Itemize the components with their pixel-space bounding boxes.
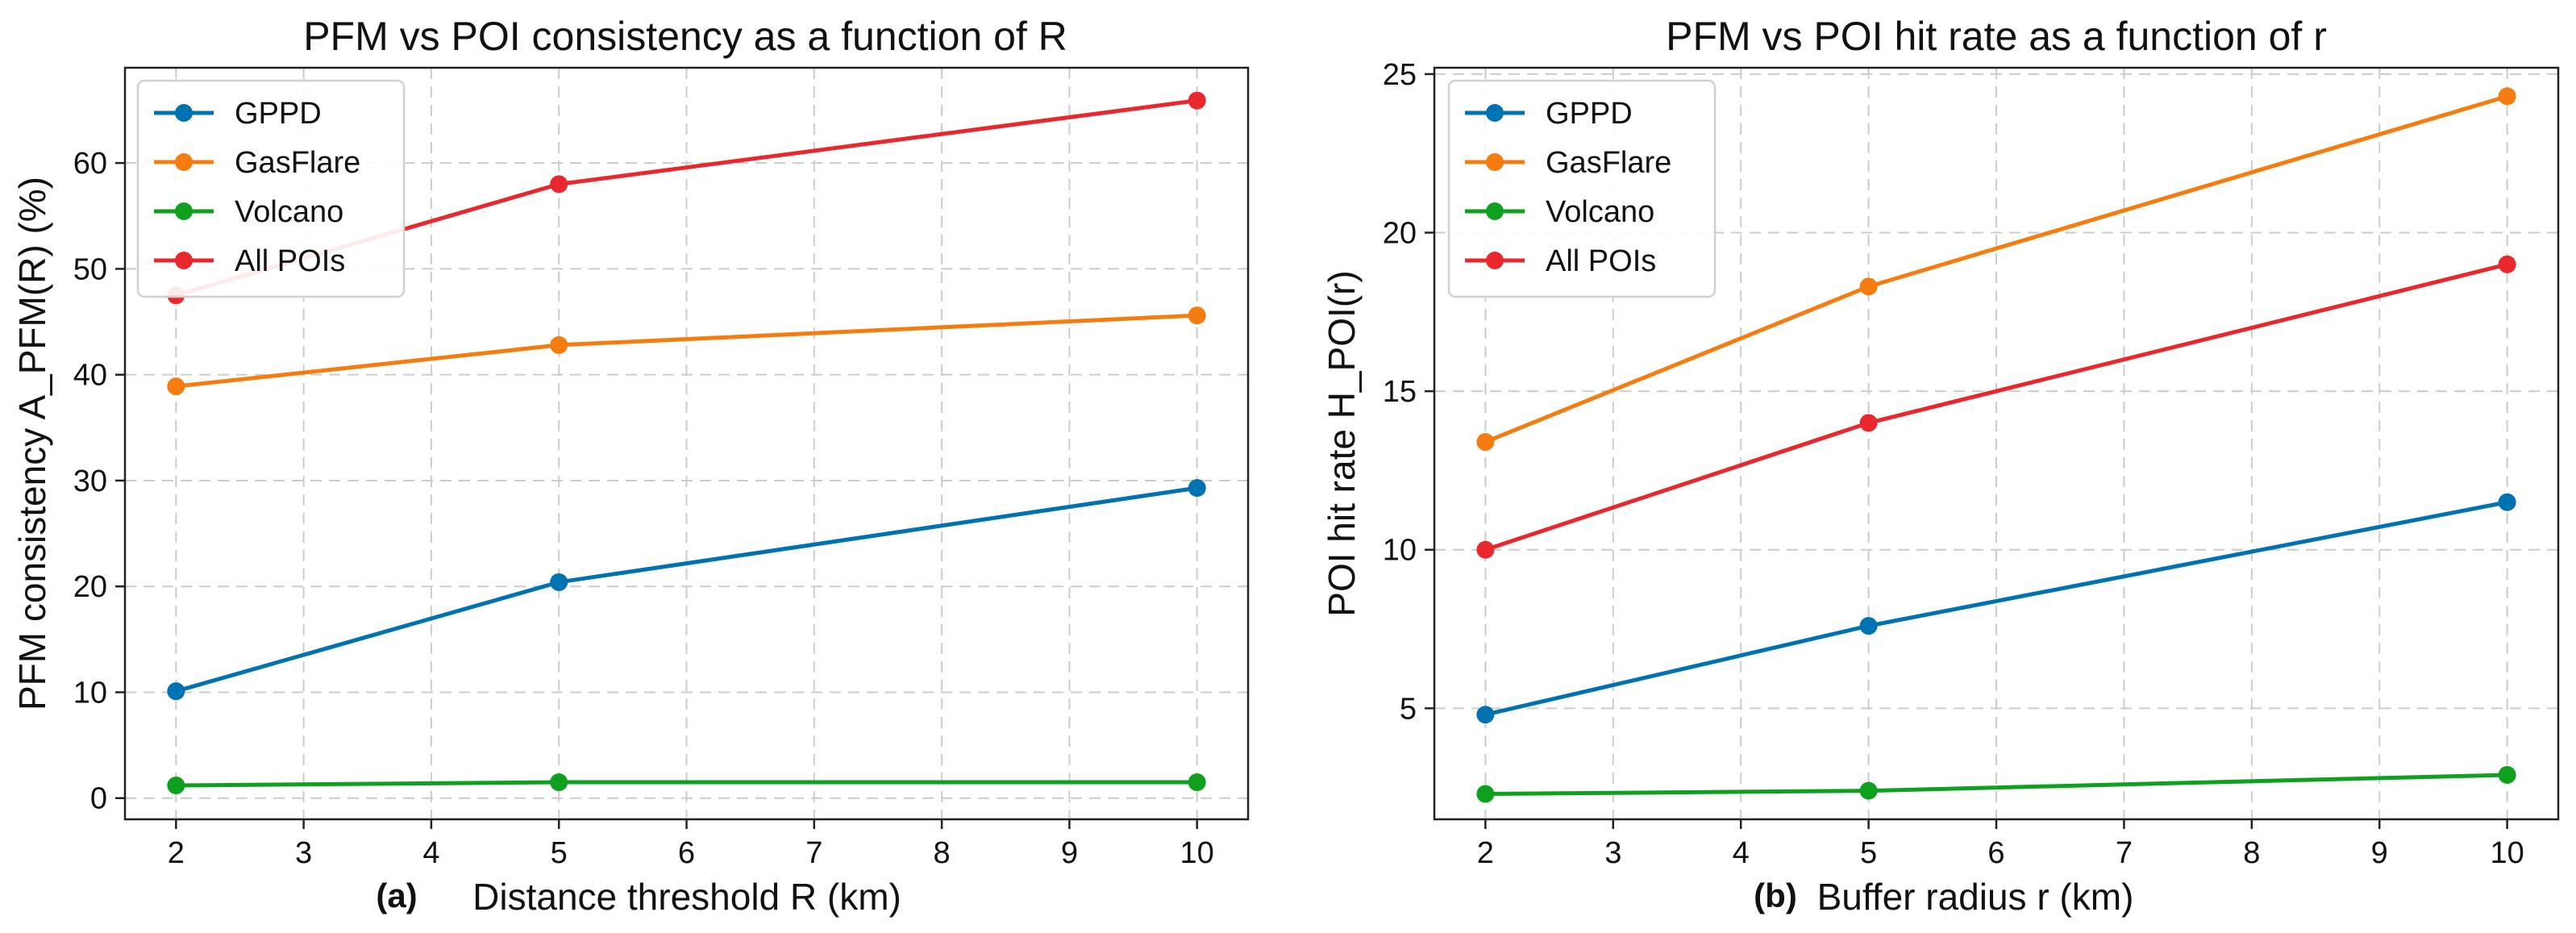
chart-a-grid	[125, 68, 1248, 819]
chart-b-x-tick-label: 8	[2243, 836, 2260, 870]
chart-a-y-tick-label: 0	[90, 782, 107, 816]
chart-b-point-gasflare	[2498, 87, 2516, 106]
chart-b-legend-marker-all-pois	[1486, 252, 1504, 269]
chart-a-line-volcano	[176, 780, 1197, 788]
chart-a-x-tick-label: 6	[678, 836, 695, 870]
chart-a-x-ticks: 2 3 4 5 6 7 8 9 10	[168, 819, 1214, 870]
chart-b-ylabel: POI hit rate H_POI(r)	[1321, 270, 1363, 616]
chart-b-point-all-pois	[1476, 540, 1495, 559]
chart-b-title: PFM vs POI hit rate as a function of r	[1666, 14, 2327, 59]
chart-b-x-tick-label: 9	[2371, 836, 2388, 870]
chart-b-y-tick-label: 25	[1383, 58, 1417, 92]
chart-a-y-tick-label: 50	[73, 252, 107, 286]
chart-a-point-gasflare	[1188, 306, 1206, 325]
chart-a-point-gasflare	[550, 335, 568, 354]
chart-b-x-tick-label: 6	[1987, 836, 2004, 870]
chart-b-y-tick-label: 10	[1383, 534, 1417, 568]
chart-a-legend-marker-gasflare	[175, 153, 193, 171]
chart-a-point-volcano	[1188, 773, 1206, 792]
chart-b-xlabel: Buffer radius r (km)	[1817, 876, 2134, 918]
chart-b-x-tick-label: 2	[1477, 836, 1494, 870]
chart-b-legend-label-gppd: GPPD	[1546, 97, 1633, 131]
chart-b-grid	[1434, 68, 2558, 819]
chart-a-point-gasflare	[167, 377, 185, 396]
chart-b-x-ticks: 2 3 4 5 6 7 8 9 10	[1477, 819, 2524, 870]
chart-a-point-gppd	[167, 682, 185, 701]
chart-b-legend-box	[1447, 79, 1717, 298]
chart-a-x-tick-label: 9	[1061, 836, 1078, 870]
chart-b-point-all-pois	[1859, 414, 1878, 432]
chart-a-x-tick-label: 7	[805, 836, 822, 870]
chart-a-legend-label-gppd: GPPD	[235, 97, 322, 131]
chart-a-x-tick-label: 4	[422, 836, 439, 870]
chart-b-point-gppd	[1859, 617, 1878, 635]
chart-panel-a: PFM vs POI consistency as a function of …	[11, 14, 1250, 918]
chart-b-point-gasflare	[1859, 277, 1878, 296]
chart-a-y-ticks: 0 10 20 30 40 50 60	[73, 147, 125, 816]
chart-b-panel-label: (b)	[1754, 877, 1797, 914]
chart-a-x-tick-label: 3	[295, 836, 312, 870]
chart-b-legend-marker-gppd	[1486, 104, 1504, 122]
chart-b-legend: GPPD GasFlare Volcano All POIs	[1447, 79, 1717, 298]
chart-b-point-gasflare	[1476, 433, 1495, 452]
chart-b-y-tick-label: 5	[1400, 692, 1417, 726]
chart-b-point-volcano	[1476, 785, 1495, 803]
chart-a-series-group	[167, 91, 1206, 794]
chart-a-point-all-pois	[550, 175, 568, 194]
chart-b-legend-label-volcano: Volcano	[1546, 195, 1654, 229]
chart-a-y-tick-label: 60	[73, 147, 107, 181]
chart-a-x-tick-label: 10	[1180, 836, 1214, 870]
chart-a-panel-label: (a)	[376, 877, 417, 914]
chart-a-legend: GPPD GasFlare Volcano All POIs	[136, 79, 406, 298]
chart-b-legend-label-gasflare: GasFlare	[1546, 146, 1671, 180]
chart-a-y-tick-label: 30	[73, 464, 107, 498]
chart-b-point-all-pois	[2498, 255, 2516, 273]
chart-a-ylabel: PFM consistency A_PFM(R) (%)	[11, 177, 53, 710]
chart-a-title: PFM vs POI consistency as a function of …	[303, 14, 1067, 59]
chart-b-x-tick-label: 3	[1604, 836, 1621, 870]
chart-a-point-gppd	[550, 573, 568, 591]
chart-a-point-all-pois	[1188, 91, 1206, 110]
chart-a-legend-marker-all-pois	[175, 252, 193, 269]
chart-a-y-tick-label: 10	[73, 676, 107, 710]
chart-b-x-tick-label: 5	[1860, 836, 1877, 870]
chart-a-x-tick-label: 5	[551, 836, 568, 870]
chart-b-y-ticks: 5 10 15 20 25	[1383, 58, 1434, 726]
chart-b-point-volcano	[1859, 781, 1878, 800]
chart-b-legend-label-all-pois: All POIs	[1546, 244, 1656, 278]
chart-b-y-tick-label: 15	[1383, 375, 1417, 409]
chart-b-x-tick-label: 7	[2116, 836, 2133, 870]
chart-a-legend-marker-gppd	[175, 104, 193, 122]
chart-a-x-tick-label: 8	[934, 836, 951, 870]
chart-b-y-tick-label: 20	[1383, 216, 1417, 250]
chart-b-point-volcano	[2498, 765, 2516, 784]
chart-a-x-tick-label: 2	[168, 836, 185, 870]
chart-b-series-group	[1476, 87, 2516, 803]
chart-a-legend-label-volcano: Volcano	[235, 195, 343, 229]
chart-a-point-volcano	[550, 773, 568, 792]
chart-panel-b: PFM vs POI hit rate as a function of r 2…	[1321, 14, 2560, 918]
chart-a-legend-label-gasflare: GasFlare	[235, 146, 360, 180]
chart-a-y-tick-label: 40	[73, 359, 107, 393]
chart-a-legend-box	[136, 79, 406, 298]
chart-a-legend-marker-volcano	[175, 202, 193, 220]
chart-b-x-tick-label: 10	[2490, 836, 2524, 870]
chart-b-point-gppd	[2498, 493, 2516, 511]
chart-a-legend-label-all-pois: All POIs	[235, 244, 345, 278]
chart-b-point-gppd	[1476, 706, 1495, 724]
chart-b-x-tick-label: 4	[1733, 836, 1750, 870]
chart-a-point-volcano	[167, 776, 185, 794]
chart-a-y-tick-label: 20	[73, 570, 107, 604]
chart-b-legend-marker-gasflare	[1486, 153, 1504, 171]
chart-b-legend-marker-volcano	[1486, 202, 1504, 220]
chart-a-point-gppd	[1188, 479, 1206, 498]
chart-a-xlabel: Distance threshold R (km)	[472, 876, 901, 918]
